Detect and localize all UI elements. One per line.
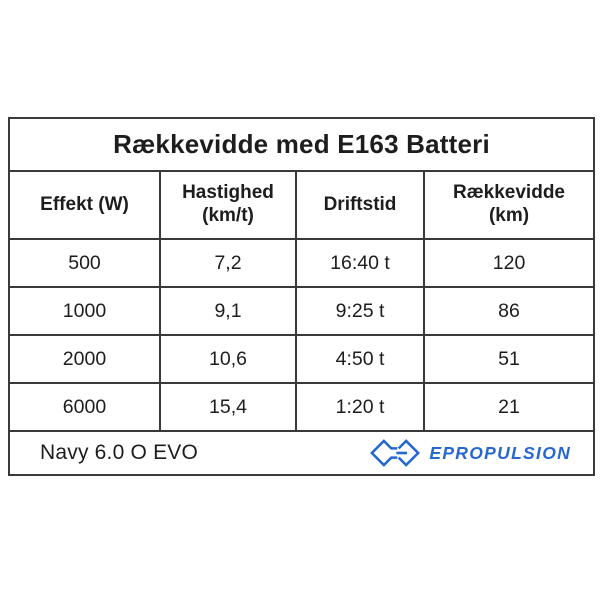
cell-driftstid: 9:25 t <box>295 286 425 336</box>
brand-name: EPROPULSION <box>429 442 572 463</box>
range-table: Rækkevidde med E163 Batteri Effekt (W) H… <box>7 117 596 476</box>
cell-raekkevidde: 120 <box>422 238 596 288</box>
cell-raekkevidde: 86 <box>422 286 596 336</box>
cell-effekt: 500 <box>8 238 161 288</box>
column-header-driftstid: Driftstid <box>295 170 425 240</box>
cell-driftstid: 1:20 t <box>295 382 425 432</box>
cell-hastighed: 7,2 <box>159 238 297 288</box>
cell-driftstid: 16:40 t <box>295 238 425 288</box>
cell-hastighed: 15,4 <box>159 382 297 432</box>
cell-hastighed: 9,1 <box>159 286 297 336</box>
cell-effekt: 1000 <box>8 286 161 336</box>
cell-hastighed: 10,6 <box>159 334 297 384</box>
column-header-raekkevidde: Rækkevidde (km) <box>422 170 596 240</box>
table-header-row: Effekt (W) Hastighed (km/t) Driftstid Ræ… <box>8 170 596 240</box>
table-title-row: Rækkevidde med E163 Batteri <box>7 117 596 172</box>
cell-raekkevidde: 21 <box>422 382 596 432</box>
table-title: Rækkevidde med E163 Batteri <box>7 117 596 172</box>
epropulsion-double-diamond-icon <box>370 436 421 470</box>
footer-bar: Navy 6.0 O EVO EPROPULSION <box>10 436 593 470</box>
column-header-effekt: Effekt (W) <box>8 170 161 240</box>
table-footer-row: Navy 6.0 O EVO EPROPULSION <box>7 430 596 476</box>
cell-effekt: 2000 <box>8 334 161 384</box>
table-row: 6000 15,4 1:20 t 21 <box>8 382 596 432</box>
cell-effekt: 6000 <box>8 382 161 432</box>
cell-raekkevidde: 51 <box>422 334 596 384</box>
column-header-hastighed: Hastighed (km/t) <box>159 170 297 240</box>
model-name: Navy 6.0 O EVO <box>40 441 199 464</box>
table-row: 1000 9,1 9:25 t 86 <box>8 286 596 336</box>
table-row: 2000 10,6 4:50 t 51 <box>8 334 596 384</box>
brand-logo: EPROPULSION <box>370 436 571 470</box>
table-row: 500 7,2 16:40 t 120 <box>8 238 596 288</box>
cell-driftstid: 4:50 t <box>295 334 425 384</box>
